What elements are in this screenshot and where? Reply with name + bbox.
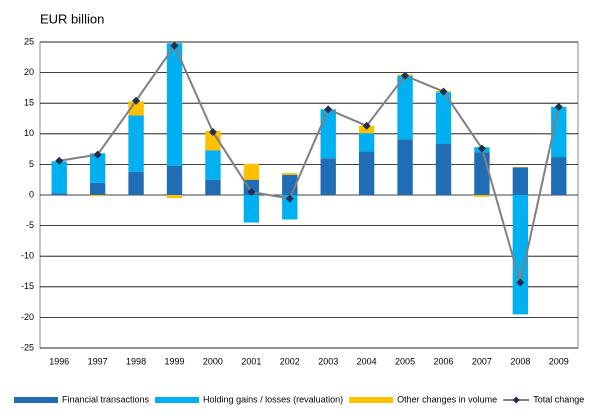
bar [474, 152, 490, 195]
legend-label: Other changes in volume [397, 394, 497, 404]
bar [551, 157, 567, 195]
bar [551, 106, 567, 158]
line-marker [285, 194, 294, 203]
legend-swatch [349, 397, 394, 403]
y-tick-label: -25 [21, 342, 34, 352]
line [59, 43, 560, 283]
legend-swatch [512, 396, 520, 404]
y-tick-label: 10 [24, 128, 34, 138]
y-tick-label: -15 [21, 281, 34, 291]
bar [243, 179, 260, 195]
bar [166, 195, 183, 199]
line-marker [516, 278, 525, 287]
line-marker [477, 144, 486, 153]
x-tick-label: 1998 [126, 356, 146, 366]
bar [474, 195, 490, 197]
y-axis-title: EUR billion [40, 11, 104, 26]
x-tick-label: 1997 [88, 356, 108, 366]
line-marker [362, 121, 371, 130]
x-tick-label: 2006 [433, 356, 453, 366]
y-tick-label: 15 [24, 98, 34, 108]
bar [51, 193, 67, 195]
bar [89, 195, 106, 197]
line-marker [554, 102, 563, 111]
x-tick-label: 2009 [549, 356, 569, 366]
bar [358, 151, 375, 195]
bar [89, 153, 106, 183]
line-marker [439, 87, 448, 96]
line-marker [55, 156, 64, 165]
bar [89, 182, 106, 195]
y-tick-label: -10 [21, 251, 34, 261]
x-tick-label: 2007 [472, 356, 492, 366]
legend-swatch [155, 397, 200, 403]
y-tick-label: 25 [24, 36, 34, 46]
line-marker [247, 187, 256, 196]
x-tick-label: 2004 [357, 356, 377, 366]
bar [512, 166, 529, 168]
bar [512, 167, 529, 195]
bar [320, 109, 336, 159]
bar [282, 172, 298, 175]
bar [435, 143, 452, 195]
bar [243, 163, 260, 180]
x-tick-label: 2003 [318, 356, 338, 366]
line-marker [208, 127, 217, 136]
bar [205, 130, 221, 151]
bar [435, 92, 452, 144]
y-tick-label: -5 [26, 220, 34, 230]
bar [512, 195, 529, 315]
y-tick-label: 20 [24, 67, 34, 77]
legend-label: Total change [533, 394, 584, 404]
bar [205, 179, 221, 195]
legend-swatch [14, 397, 58, 403]
legend-label: Holding gains / losses (revaluation) [203, 394, 343, 404]
x-tick-label: 1999 [164, 356, 184, 366]
bar [320, 158, 336, 195]
legend-label: Financial transactions [62, 394, 150, 404]
x-tick-label: 2001 [241, 356, 261, 366]
line-marker [170, 41, 179, 50]
bar [51, 161, 67, 194]
bar [397, 75, 413, 140]
x-tick-label: 2002 [280, 356, 300, 366]
bar [243, 195, 260, 223]
bar [358, 133, 375, 152]
line-marker [324, 105, 333, 114]
line-marker [401, 71, 410, 80]
y-tick-label: 5 [29, 159, 34, 169]
bar [166, 165, 183, 195]
bar [282, 195, 298, 220]
y-tick-label: 0 [29, 189, 34, 199]
line-marker [132, 96, 141, 105]
x-tick-label: 2000 [203, 356, 223, 366]
x-tick-label: 2008 [510, 356, 530, 366]
x-tick-label: 1996 [49, 356, 69, 366]
x-tick-label: 2005 [395, 356, 415, 366]
bar [166, 43, 183, 166]
bar [128, 115, 144, 172]
bar [128, 171, 144, 195]
y-tick-label: -20 [21, 312, 34, 322]
bar [397, 139, 413, 195]
line-marker [93, 150, 102, 159]
bar [205, 150, 221, 180]
